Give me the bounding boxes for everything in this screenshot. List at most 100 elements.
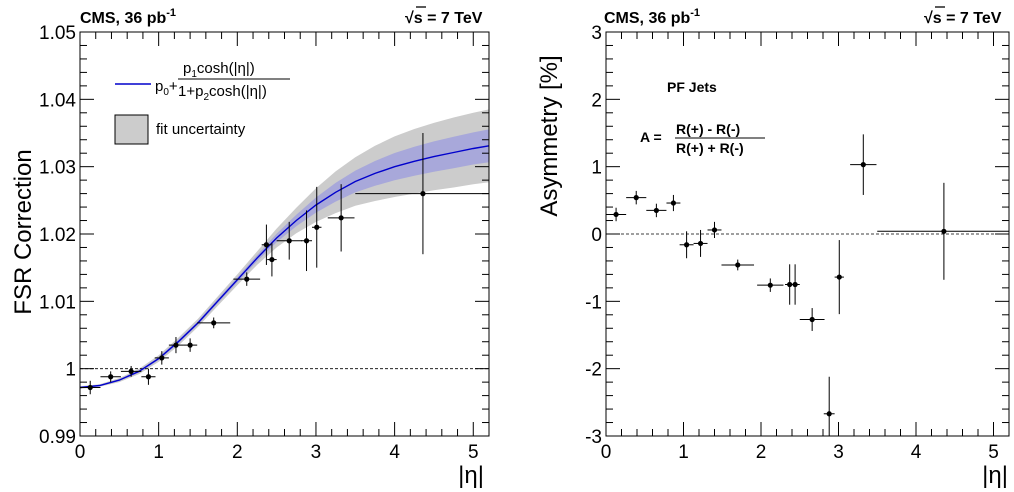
fit-inner-band	[80, 129, 489, 389]
x-tick-label: 5	[468, 442, 479, 463]
x-tick-label: 1	[678, 442, 689, 463]
fsr-y-axis-title: FSR Correction	[10, 149, 37, 314]
data-point-7	[197, 317, 231, 329]
data-marker	[787, 281, 793, 288]
y-tick-label: 2	[591, 90, 602, 111]
formula-lhs: A =	[640, 129, 662, 145]
data-point-0	[80, 380, 101, 395]
data-marker	[244, 276, 250, 282]
data-point-9	[261, 224, 272, 265]
data-point-12	[301, 210, 313, 272]
data-point-10	[267, 242, 277, 277]
asym-annotation: PF Jets A = R(+) - R(-) R(+) + R(-)	[640, 79, 765, 156]
x-tick-label: 1	[153, 442, 164, 463]
data-point-7	[721, 259, 755, 271]
data-marker	[420, 191, 426, 197]
data-marker	[211, 320, 217, 326]
data-marker	[697, 240, 704, 247]
data-point-15	[877, 182, 1009, 280]
data-marker	[826, 411, 832, 417]
data-point-5	[693, 229, 708, 257]
asym-y-ticks: -3 -2 -1 0 1 2 3	[585, 23, 1009, 448]
y-tick-label: -2	[585, 360, 602, 381]
data-point-1	[626, 190, 647, 205]
data-marker	[792, 281, 798, 288]
data-point-11	[799, 308, 825, 331]
fsr-header-right: √s = 7 TeV	[405, 10, 483, 27]
asym-header-right: √s = 7 TeV	[924, 10, 1002, 27]
data-point-0	[606, 207, 627, 222]
data-point-9	[785, 264, 795, 305]
data-marker	[173, 342, 179, 348]
x-tick-label: 5	[988, 442, 999, 463]
asym-x-ticks: 0 1 2 3 4 5	[601, 32, 1010, 463]
y-tick-label: 1.05	[39, 23, 76, 44]
data-point-12	[823, 376, 835, 436]
fit-curve-line	[79, 145, 490, 389]
data-marker	[108, 374, 114, 380]
data-point-2	[646, 203, 667, 218]
data-marker	[87, 384, 93, 391]
asym-x-axis-title: |η|	[982, 462, 1008, 489]
fsr-header-left: CMS, 36 pb-1	[80, 7, 176, 27]
fsr-fit-uncertainty-band	[80, 109, 489, 389]
data-marker	[145, 374, 152, 380]
data-marker	[941, 228, 947, 234]
y-tick-label: 3	[591, 23, 602, 44]
data-marker	[128, 368, 134, 374]
legend-fit-p0: p0+	[155, 78, 178, 98]
fsr-data-points	[80, 133, 489, 395]
data-point-11	[276, 221, 302, 260]
data-point-8	[757, 278, 784, 292]
y-tick-label: 1.04	[39, 90, 76, 111]
data-marker	[735, 262, 741, 268]
x-tick-label: 4	[911, 442, 922, 463]
y-tick-label: 0.99	[39, 427, 76, 448]
asym-plot-frame	[605, 31, 1010, 437]
asym-data-points	[606, 134, 1009, 436]
fsr-chart: CMS, 36 pb-1 √s = 7 TeV FSR Correction |…	[10, 6, 490, 489]
data-marker	[159, 355, 165, 361]
data-marker	[338, 215, 344, 221]
y-tick-label: 0	[591, 225, 602, 246]
data-marker	[314, 224, 320, 230]
data-point-8	[233, 272, 261, 286]
data-marker	[836, 274, 842, 280]
formula-denominator: R(+) + R(-)	[676, 140, 744, 156]
formula-numerator: R(+) - R(-)	[676, 121, 740, 137]
data-point-13	[312, 186, 322, 268]
data-point-14	[327, 184, 355, 252]
asym-header-left: CMS, 36 pb-1	[604, 7, 700, 27]
data-marker	[767, 282, 773, 288]
data-marker	[684, 242, 690, 248]
y-tick-label: -3	[585, 427, 602, 448]
fsr-plot-frame	[79, 31, 490, 437]
data-marker	[303, 238, 310, 244]
x-tick-label: 2	[232, 442, 243, 463]
data-marker	[711, 227, 718, 233]
x-tick-label: 0	[601, 442, 612, 463]
legend-fit-numerator: p1cosh(|η|)	[183, 60, 255, 80]
x-tick-label: 3	[311, 442, 322, 463]
x-tick-label: 3	[833, 442, 844, 463]
data-marker	[286, 238, 292, 244]
data-marker	[633, 195, 639, 201]
fsr-x-ticks: 0 1 2 3 4 5	[75, 32, 490, 463]
data-point-15	[355, 133, 489, 255]
data-marker	[653, 207, 659, 214]
y-tick-label: 1.02	[39, 225, 76, 246]
asym-y-axis-title: Asymmetry [%]	[536, 55, 563, 216]
x-tick-label: 0	[75, 442, 86, 463]
asymmetry-chart: CMS, 36 pb-1 √s = 7 TeV Asymmetry [%] |η…	[536, 6, 1010, 489]
data-point-4	[154, 351, 169, 365]
data-point-13	[834, 240, 844, 315]
fsr-y-ticks: 0.99 1 1.01 1.02 1.03 1.04 1.05	[39, 23, 489, 448]
data-point-3	[141, 368, 156, 385]
fsr-legend: p0+ p1cosh(|η|) 1+p2cosh(|η|) fit uncert…	[114, 60, 290, 145]
x-tick-label: 2	[756, 442, 767, 463]
data-point-2	[120, 365, 142, 377]
data-point-3	[666, 194, 681, 212]
y-tick-label: 1	[591, 158, 602, 179]
fsr-fit-curve	[79, 145, 490, 389]
